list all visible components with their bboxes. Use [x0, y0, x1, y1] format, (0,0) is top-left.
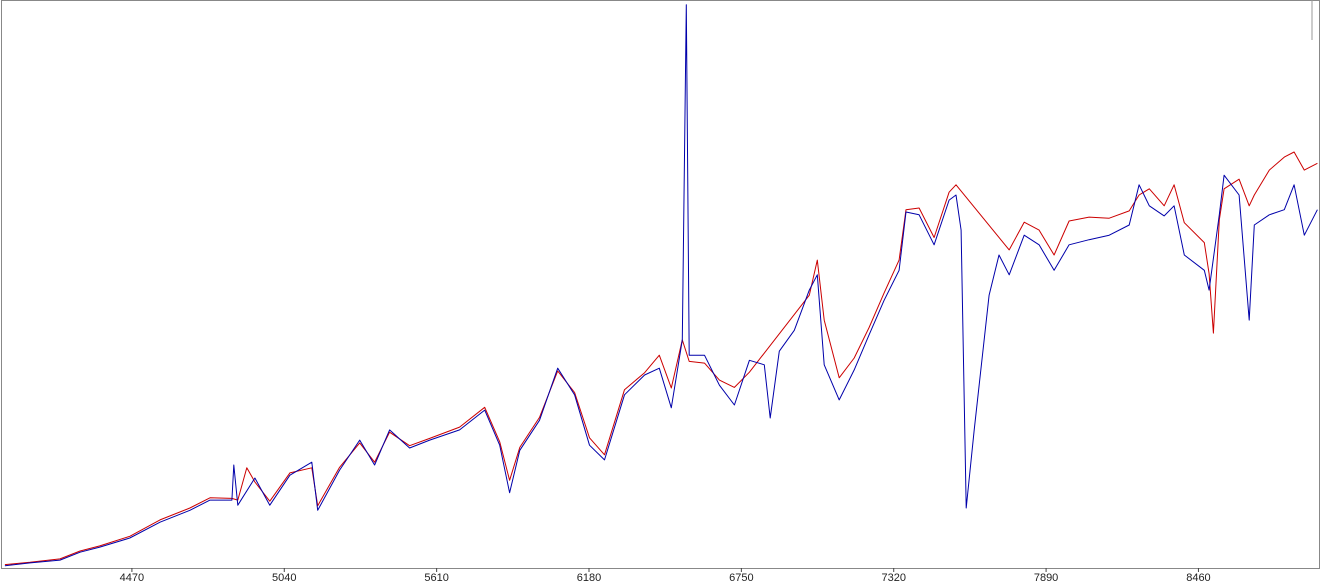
x-tick-label: 6180 [577, 572, 601, 584]
x-tick-label: 6750 [729, 572, 753, 584]
x-tick-label: 5610 [424, 572, 448, 584]
x-tick-label: 7320 [881, 572, 905, 584]
plot-frame [1, 0, 1320, 569]
x-tick-label: 4470 [120, 572, 144, 584]
x-tick-label: 7890 [1034, 572, 1058, 584]
series-line [4, 4, 1318, 567]
x-tick-label: 8460 [1186, 572, 1210, 584]
x-tick-label: 5040 [272, 572, 296, 584]
series-line [4, 151, 1318, 566]
